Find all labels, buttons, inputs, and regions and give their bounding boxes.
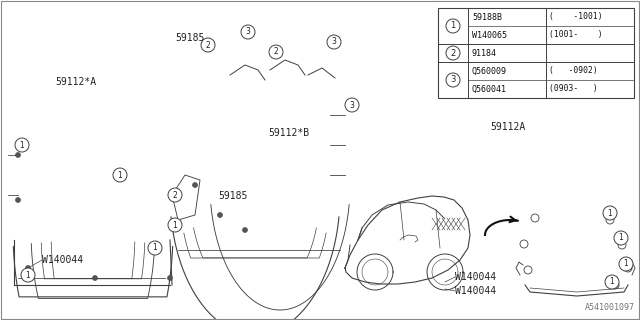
Text: 3: 3 <box>349 100 355 109</box>
Circle shape <box>218 212 223 218</box>
Text: W140065: W140065 <box>472 30 507 39</box>
Text: 91184: 91184 <box>472 49 497 58</box>
Circle shape <box>21 268 35 282</box>
Text: 1: 1 <box>152 244 157 252</box>
Circle shape <box>193 182 198 188</box>
Text: 1: 1 <box>451 21 456 30</box>
Text: 1: 1 <box>623 260 628 268</box>
Text: (1001-    ): (1001- ) <box>549 30 603 39</box>
Text: 2: 2 <box>274 47 278 57</box>
Text: 3: 3 <box>332 37 337 46</box>
Text: A541001097: A541001097 <box>585 303 635 312</box>
Text: 59112*A: 59112*A <box>55 77 96 87</box>
Circle shape <box>269 45 283 59</box>
Circle shape <box>446 19 460 33</box>
Text: 59112A: 59112A <box>490 122 525 132</box>
Circle shape <box>241 25 255 39</box>
Text: W140044: W140044 <box>42 255 83 265</box>
Circle shape <box>614 231 628 245</box>
Text: 1: 1 <box>20 140 24 149</box>
Text: 1: 1 <box>26 270 30 279</box>
Bar <box>438 8 634 98</box>
Circle shape <box>603 206 617 220</box>
Circle shape <box>168 188 182 202</box>
Text: 59188B: 59188B <box>472 12 502 21</box>
Text: 1: 1 <box>118 171 122 180</box>
Circle shape <box>26 266 31 270</box>
Circle shape <box>605 275 619 289</box>
Circle shape <box>243 228 248 233</box>
Text: 1: 1 <box>173 220 177 229</box>
Circle shape <box>148 241 162 255</box>
Circle shape <box>446 46 460 60</box>
Circle shape <box>168 218 182 232</box>
Text: 1: 1 <box>607 209 612 218</box>
Text: (0903-   ): (0903- ) <box>549 84 598 93</box>
Text: 2: 2 <box>451 49 456 58</box>
Circle shape <box>327 35 341 49</box>
Text: 59185: 59185 <box>175 33 204 43</box>
Circle shape <box>168 276 173 281</box>
Text: 2: 2 <box>173 190 177 199</box>
Text: 3: 3 <box>451 76 456 84</box>
Text: Q560041: Q560041 <box>472 84 507 93</box>
Circle shape <box>201 38 215 52</box>
Circle shape <box>113 168 127 182</box>
Text: Q560009: Q560009 <box>472 67 507 76</box>
Text: (    -1001): ( -1001) <box>549 12 603 21</box>
Text: W140044: W140044 <box>455 286 496 296</box>
Text: 59185: 59185 <box>218 191 248 201</box>
Circle shape <box>15 197 20 203</box>
Circle shape <box>345 98 359 112</box>
Text: 3: 3 <box>246 28 250 36</box>
Circle shape <box>93 276 97 281</box>
Circle shape <box>446 73 460 87</box>
Text: 1: 1 <box>610 277 614 286</box>
Text: 1: 1 <box>619 234 623 243</box>
Text: W140044: W140044 <box>455 272 496 282</box>
Text: (   -0902): ( -0902) <box>549 67 598 76</box>
Text: 2: 2 <box>205 41 211 50</box>
Circle shape <box>15 153 20 157</box>
Text: 59112*B: 59112*B <box>268 128 309 138</box>
Circle shape <box>15 138 29 152</box>
Circle shape <box>619 257 633 271</box>
